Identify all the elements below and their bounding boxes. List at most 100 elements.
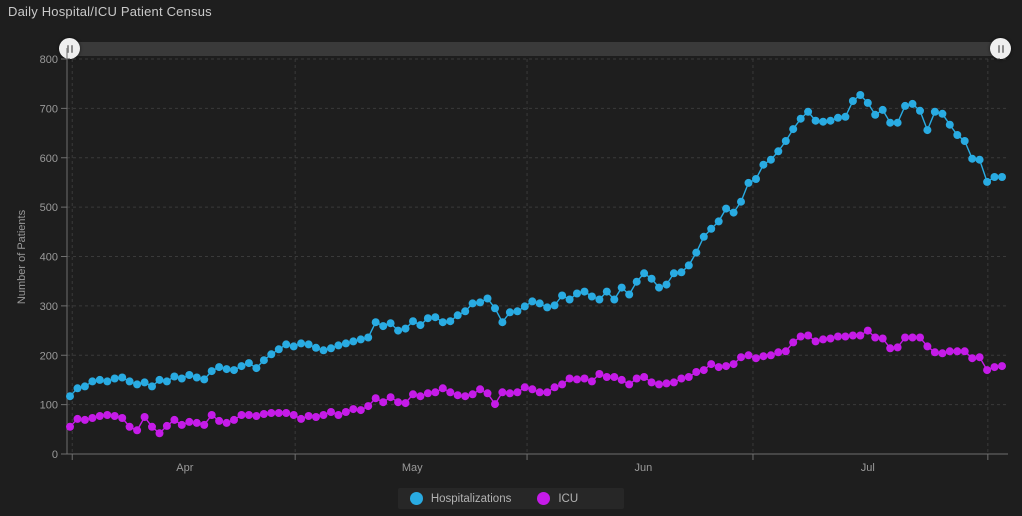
grip-icon	[1001, 44, 1004, 53]
data-point	[349, 405, 358, 414]
data-point	[677, 268, 686, 277]
data-point	[304, 340, 313, 349]
data-point	[401, 399, 410, 408]
grip-icon	[997, 44, 1000, 53]
data-point	[356, 335, 365, 344]
data-point	[848, 97, 857, 105]
data-point	[558, 380, 567, 389]
data-point	[856, 331, 865, 340]
data-point	[416, 321, 425, 330]
data-point	[140, 378, 149, 387]
x-tick-label: Jun	[634, 462, 652, 474]
data-point	[662, 379, 671, 388]
data-point	[722, 362, 731, 371]
data-point	[431, 388, 440, 397]
data-point	[230, 415, 238, 424]
series-line	[69, 94, 1002, 397]
data-point	[386, 393, 395, 402]
data-point	[498, 318, 507, 327]
data-point	[737, 197, 745, 206]
data-point	[483, 389, 492, 398]
data-point	[841, 332, 850, 341]
data-point	[945, 347, 954, 356]
data-point	[416, 392, 425, 401]
data-point	[968, 154, 977, 163]
data-point	[871, 110, 880, 119]
data-point	[625, 380, 634, 389]
data-point	[901, 333, 910, 342]
data-point	[752, 175, 760, 183]
data-point	[148, 382, 156, 391]
data-point	[729, 360, 738, 369]
data-point	[170, 415, 179, 424]
data-point	[304, 412, 313, 420]
data-point	[945, 120, 954, 129]
gridlines	[67, 58, 1006, 454]
data-point	[80, 415, 89, 424]
data-point	[886, 118, 895, 127]
data-point	[953, 347, 962, 356]
data-point	[371, 318, 380, 327]
legend-item-icu[interactable]: ICU	[537, 492, 578, 505]
data-point	[334, 341, 343, 350]
data-point	[960, 137, 969, 145]
data-point	[744, 178, 753, 187]
data-point	[453, 391, 462, 400]
data-point	[133, 380, 142, 389]
data-point	[781, 347, 790, 356]
data-point	[617, 283, 626, 292]
data-series[interactable]	[66, 91, 1006, 438]
data-point	[371, 394, 380, 403]
data-point	[192, 373, 201, 382]
data-point	[975, 353, 984, 362]
data-point	[587, 292, 596, 301]
data-point	[796, 332, 805, 341]
data-point	[998, 362, 1006, 371]
data-point	[856, 91, 865, 99]
data-point	[110, 374, 119, 383]
y-tick-label: 800	[40, 54, 58, 66]
slider-track[interactable]	[69, 42, 1001, 56]
data-point	[349, 337, 358, 346]
x-tick-label: May	[402, 462, 423, 474]
data-point	[640, 269, 649, 278]
data-point	[274, 345, 283, 354]
y-tick-label: 700	[40, 103, 58, 115]
data-point	[319, 411, 328, 419]
data-point	[73, 414, 82, 423]
chart-title: Daily Hospital/ICU Patient Census	[8, 4, 212, 19]
data-point	[632, 277, 641, 286]
data-point	[118, 373, 127, 382]
series-icu[interactable]	[66, 326, 1006, 438]
data-point	[200, 420, 209, 429]
data-point	[162, 377, 171, 386]
data-point	[491, 400, 499, 409]
slider-handle-right[interactable]	[990, 38, 1011, 59]
data-point	[237, 411, 246, 419]
data-point	[669, 378, 678, 387]
data-point	[804, 107, 813, 116]
data-point	[677, 374, 686, 383]
series-hospitalizations[interactable]	[66, 91, 1006, 401]
data-point	[386, 319, 395, 328]
data-point	[632, 374, 641, 383]
data-point	[267, 350, 276, 359]
data-point	[938, 109, 947, 118]
data-point	[461, 307, 470, 316]
data-point	[714, 363, 723, 372]
data-point	[177, 374, 186, 383]
data-point	[80, 382, 89, 391]
data-point	[476, 385, 485, 394]
data-point	[103, 377, 112, 386]
data-point	[520, 383, 529, 392]
legend-item-hospitalizations[interactable]: Hospitalizations	[409, 492, 511, 505]
data-point	[207, 411, 216, 419]
data-point	[871, 333, 880, 342]
data-point	[990, 173, 999, 181]
data-point	[252, 364, 261, 373]
data-point	[998, 173, 1006, 181]
data-point	[423, 314, 432, 323]
data-point	[640, 373, 649, 381]
data-point	[88, 414, 97, 422]
data-point	[341, 408, 350, 416]
